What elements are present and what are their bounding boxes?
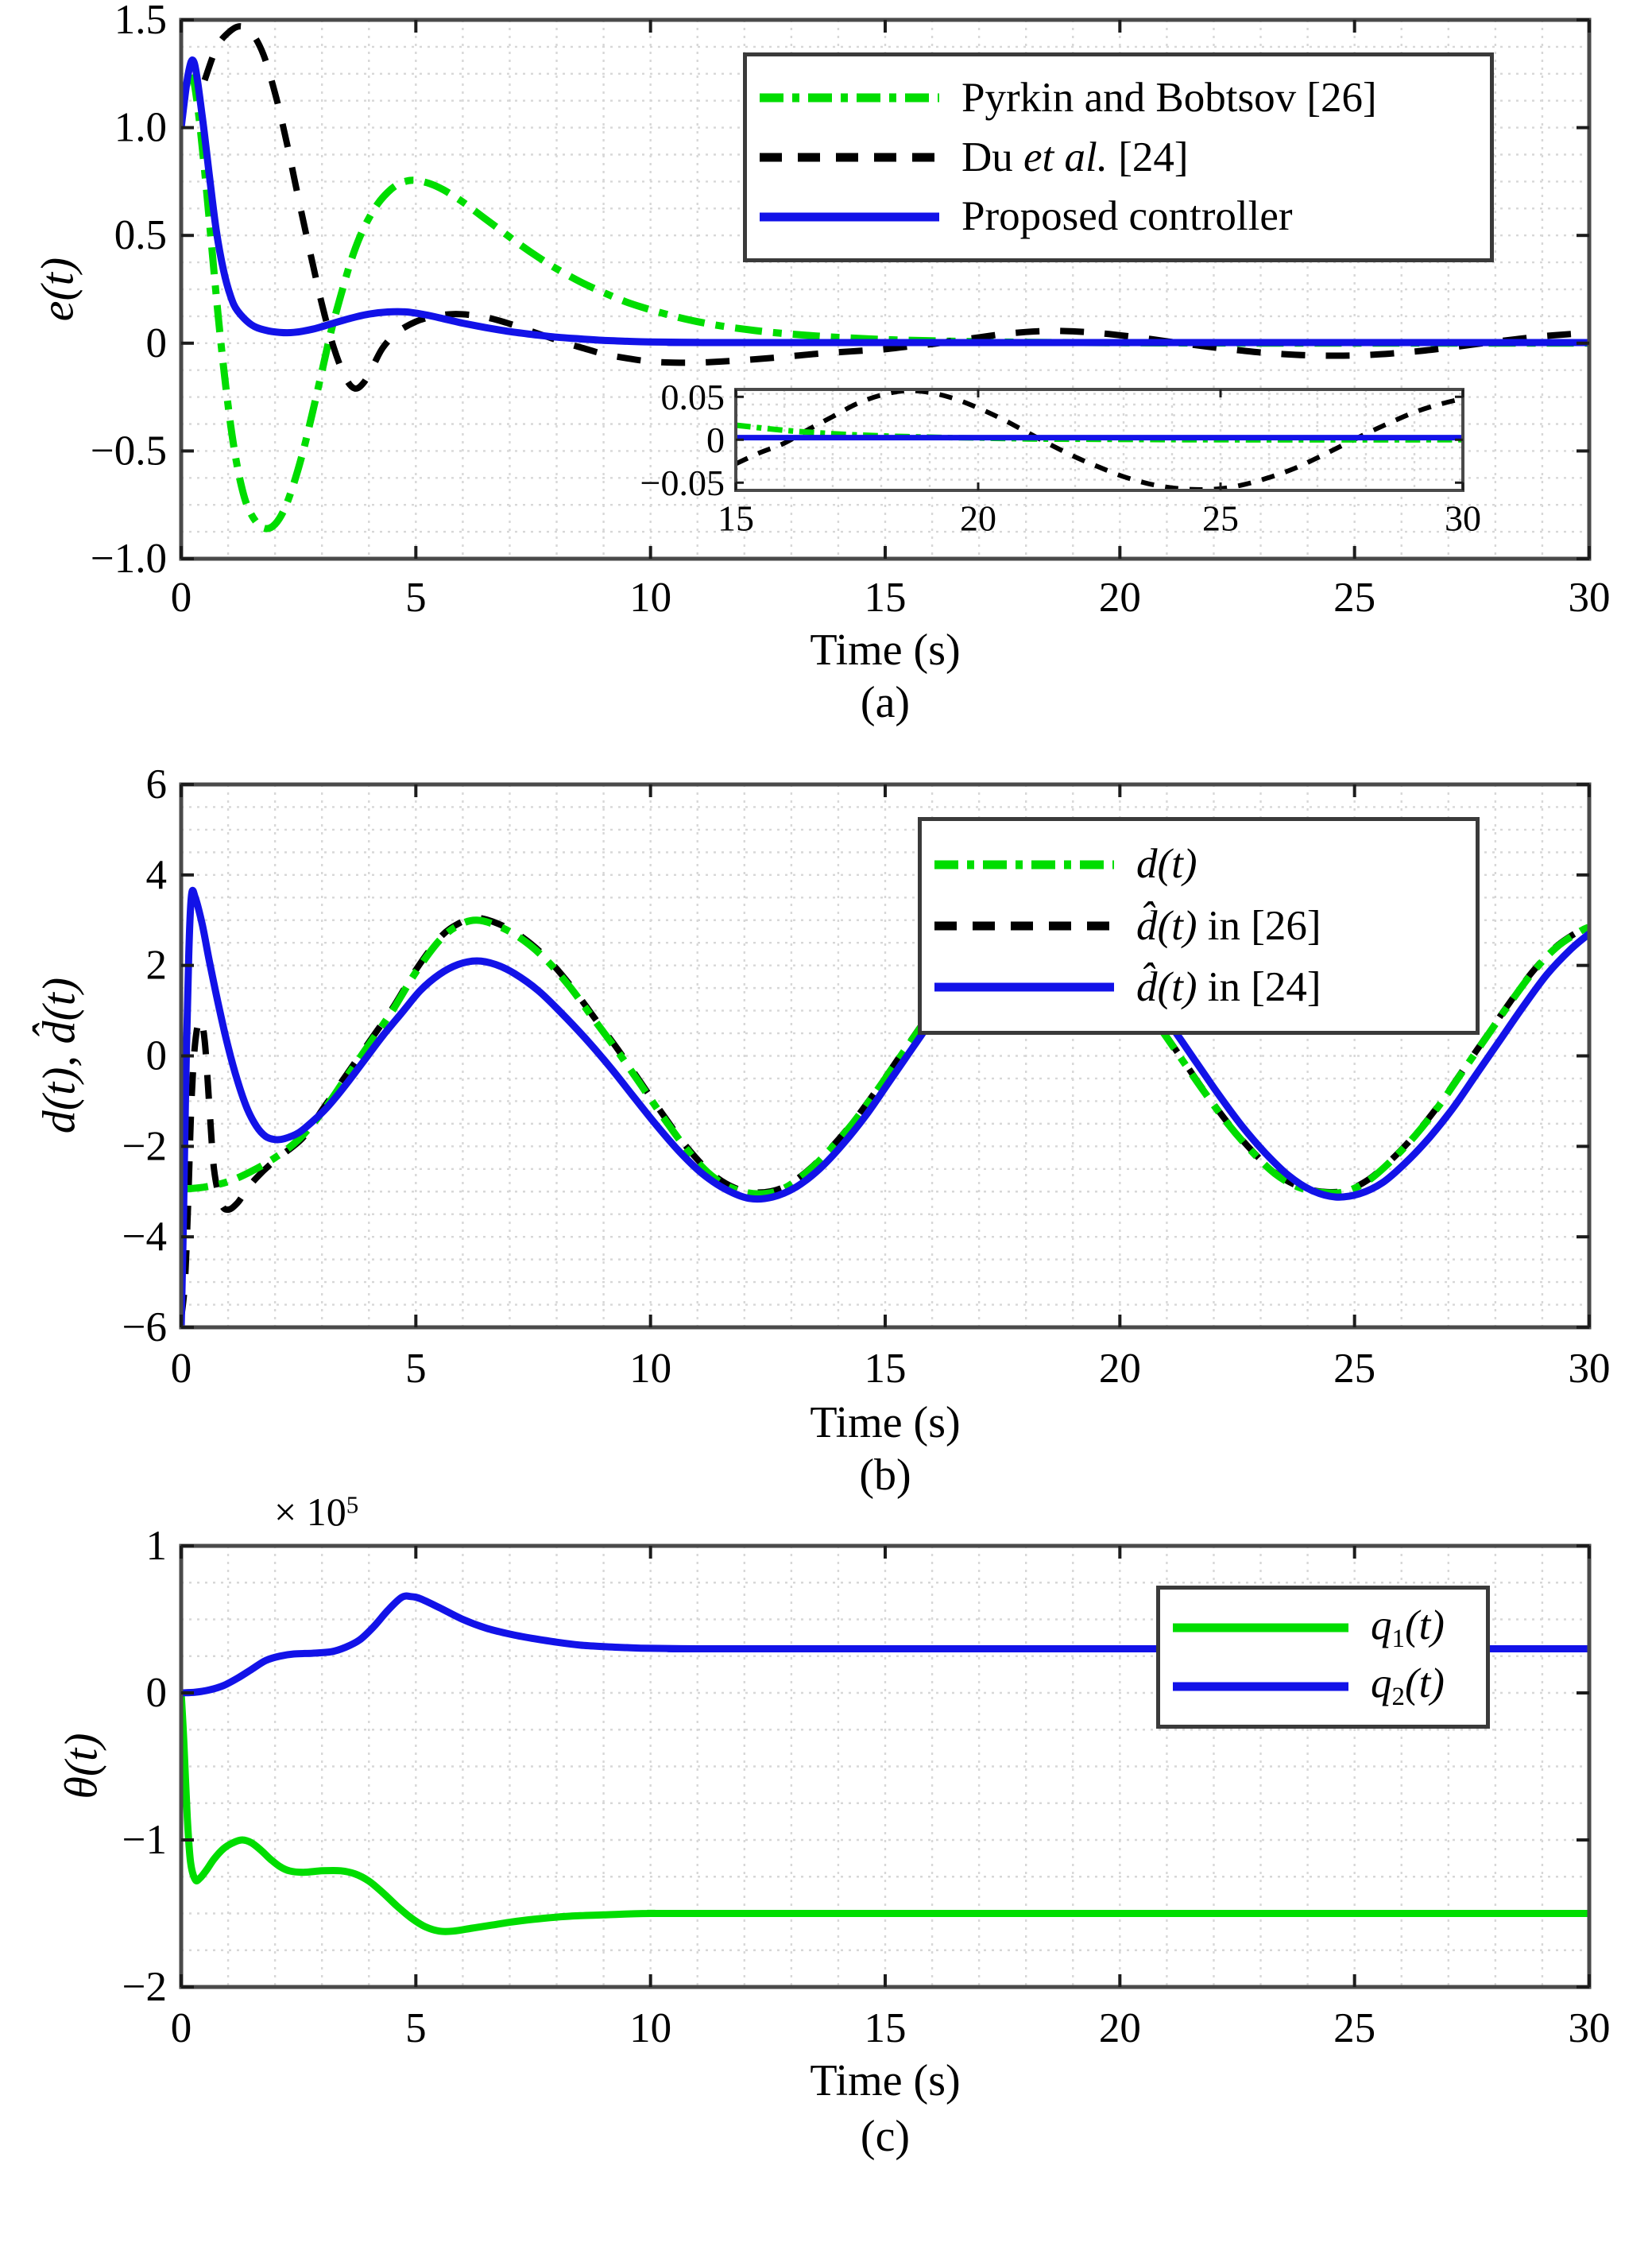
xtick-label: 20 <box>1099 575 1141 621</box>
ytick-label: 0 <box>146 1033 168 1079</box>
plot-a-inset: 15 20 25 30 0.050−0.05 <box>640 377 1481 539</box>
ticks <box>180 783 1591 1329</box>
xtick-label: 15 <box>718 498 754 539</box>
xtick-label: 0 <box>171 575 192 621</box>
ytick-label: −2 <box>122 1964 167 2010</box>
xtick-label: 5 <box>405 1346 427 1392</box>
xtick-label: 10 <box>629 1346 671 1392</box>
series-dhat-in-26 <box>181 914 1589 1319</box>
ytick-label: −4 <box>122 1214 167 1260</box>
grid <box>181 784 1589 1327</box>
series-du-et-al-24-inset <box>736 389 1463 490</box>
ytick-label: 2 <box>146 943 168 989</box>
ytick-label: 0.5 <box>114 212 167 258</box>
series-group <box>181 23 1589 533</box>
xtick-label: 20 <box>1099 2005 1141 2051</box>
ticks <box>734 389 1464 490</box>
xtick-label: 15 <box>865 1346 907 1392</box>
xtick-label: 10 <box>629 2005 671 2051</box>
series-q2 <box>181 1592 1589 1697</box>
ticks <box>180 1544 1591 1989</box>
xtick-label: 25 <box>1333 2005 1375 2051</box>
xtick-label: 5 <box>405 2005 427 2051</box>
series-du-et-al-24 <box>201 23 1589 392</box>
ticks <box>180 18 1591 560</box>
xtick-label: 20 <box>1099 1346 1141 1392</box>
ytick-label: −1 <box>122 1817 167 1863</box>
series-d-true <box>181 916 1589 1198</box>
ytick-label: 1.0 <box>114 105 167 151</box>
xtick-label: 30 <box>1569 1346 1611 1392</box>
ytick-label: 1 <box>146 1523 168 1569</box>
ytick-label: −1.0 <box>91 536 167 582</box>
series-group <box>181 886 1589 1327</box>
ytick-label: −0.5 <box>91 428 167 474</box>
xtick-label: 25 <box>1333 575 1375 621</box>
ytick-label: 0 <box>706 420 725 460</box>
xtick-label: 25 <box>1333 1346 1375 1392</box>
xtick-label: 15 <box>865 2005 907 2051</box>
ytick-label: −6 <box>122 1304 167 1350</box>
grid <box>181 1546 1589 1987</box>
series-group <box>736 389 1463 490</box>
series-q1 <box>181 1692 1589 1935</box>
ytick-label: −2 <box>122 1123 167 1169</box>
ytick-label: 0.05 <box>661 377 725 417</box>
xtick-label: 30 <box>1569 575 1611 621</box>
ytick-label: 0 <box>146 320 168 366</box>
ytick-label: 6 <box>146 761 168 808</box>
xtick-label: 30 <box>1445 498 1481 539</box>
xtick-label: 10 <box>629 575 671 621</box>
ytick-label: 4 <box>146 852 168 898</box>
ytick-label: −0.05 <box>640 463 725 503</box>
series-proposed-controller <box>181 56 1589 347</box>
xtick-label: 20 <box>960 498 996 539</box>
xtick-label: 25 <box>1202 498 1239 539</box>
xtick-label: 15 <box>865 575 907 621</box>
xtick-label: 30 <box>1569 2005 1611 2051</box>
plot-a: 0 5 10 15 20 25 30 1.5 1.0 0.5 0 −0.5 −1.0 <box>91 0 1611 621</box>
ytick-label: 0 <box>146 1670 168 1716</box>
ytick-label: 1.5 <box>114 0 167 43</box>
series-group <box>181 1592 1589 1935</box>
xtick-label: 0 <box>171 1346 192 1392</box>
series-dhat-in-24 <box>181 886 1589 1327</box>
xtick-label: 0 <box>171 2005 192 2051</box>
xtick-label: 5 <box>405 575 427 621</box>
